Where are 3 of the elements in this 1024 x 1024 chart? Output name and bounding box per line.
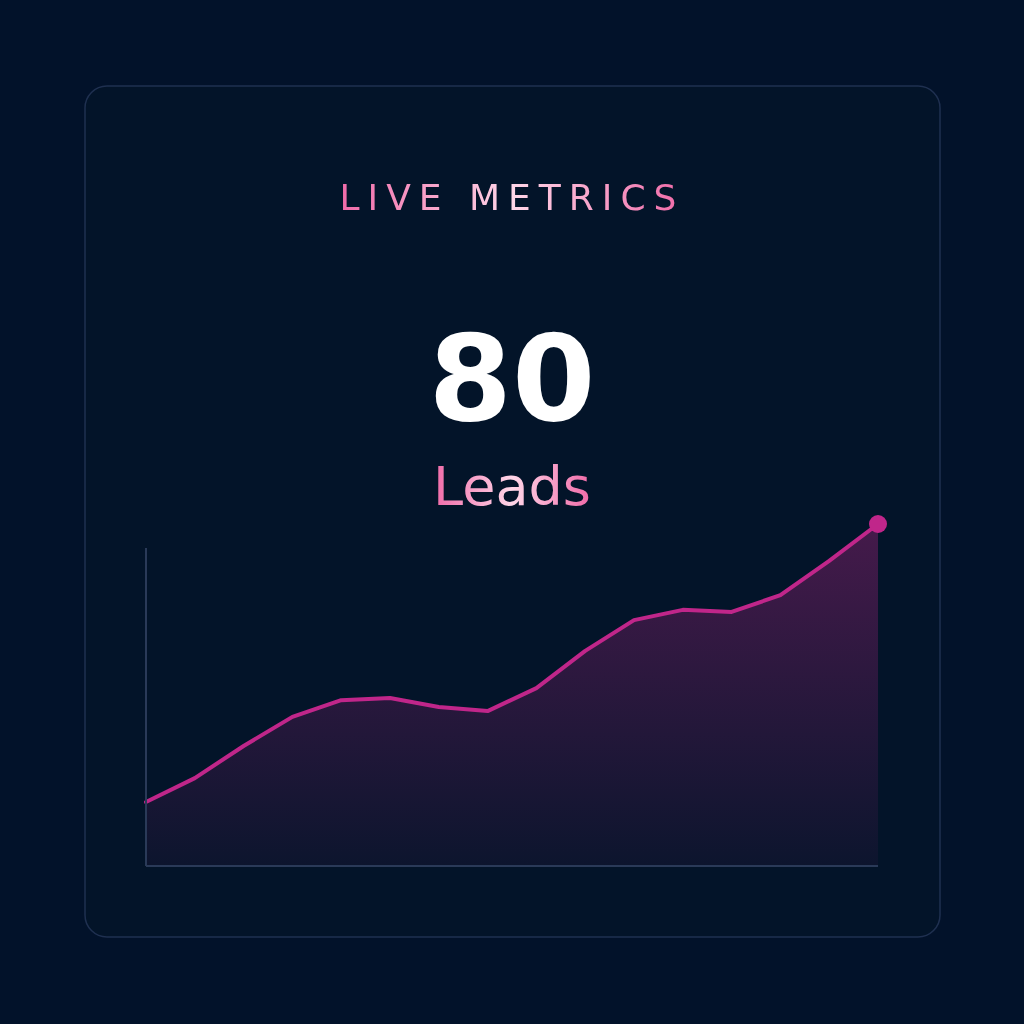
text: Leads [433, 455, 591, 518]
chart-title: LIVE METRICS [339, 177, 685, 218]
chart-subtitle: 80 [428, 309, 596, 448]
